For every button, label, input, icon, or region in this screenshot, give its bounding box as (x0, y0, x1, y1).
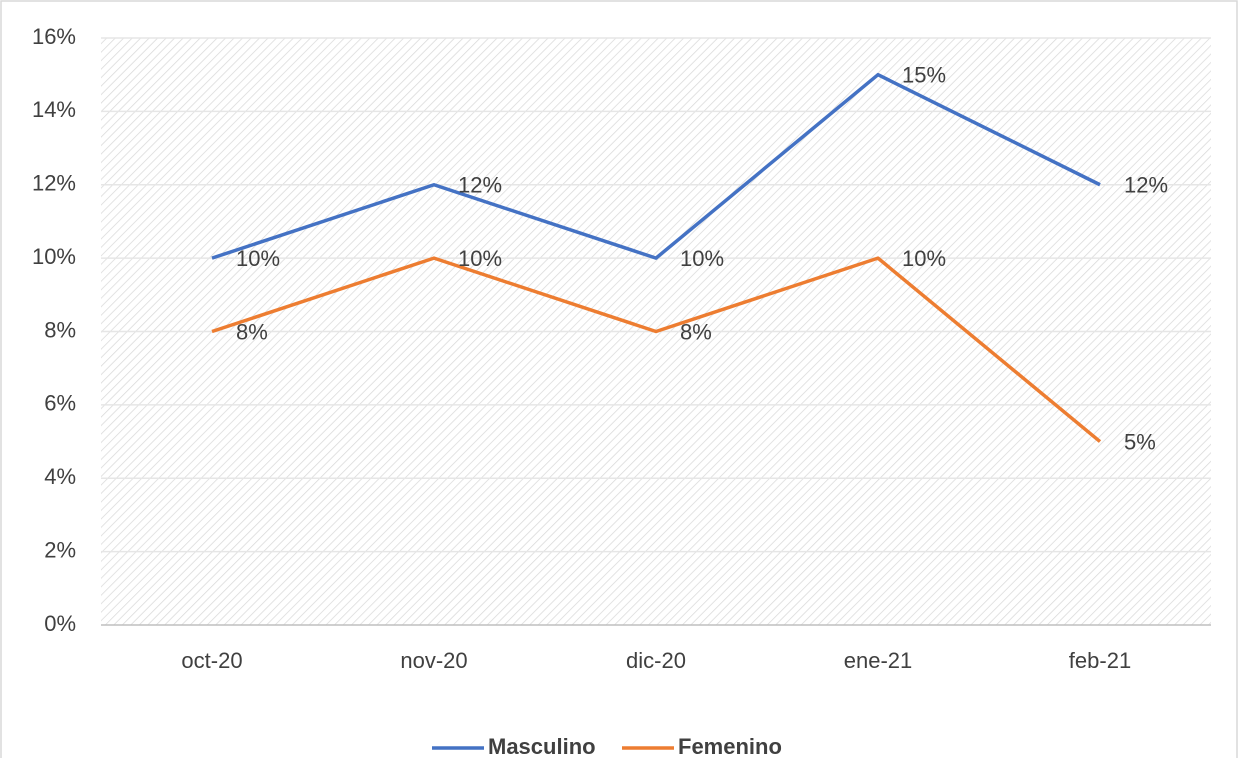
y-tick-label: 4% (44, 464, 76, 489)
y-tick-label: 10% (32, 244, 76, 269)
data-label: 8% (680, 319, 712, 344)
data-label: 10% (680, 246, 724, 271)
legend-text: Masculino (488, 734, 596, 758)
y-tick-label: 12% (32, 171, 76, 196)
x-tick-label: feb-21 (1069, 648, 1131, 673)
x-tick-label: nov-20 (400, 648, 467, 673)
y-tick-label: 14% (32, 97, 76, 122)
legend-text: Femenino (678, 734, 782, 758)
y-tick-label: 16% (32, 24, 76, 49)
data-label: 5% (1124, 429, 1156, 454)
data-label: 8% (236, 319, 268, 344)
series-line (211, 72, 1101, 260)
data-label: 10% (902, 246, 946, 271)
data-label: 15% (902, 63, 946, 88)
x-tick-label: ene-21 (844, 648, 913, 673)
y-tick-label: 6% (44, 391, 76, 416)
y-tick-label: 0% (44, 611, 76, 636)
x-tick-label: oct-20 (181, 648, 242, 673)
data-label: 10% (458, 246, 502, 271)
data-label: 12% (458, 173, 502, 198)
data-label: 10% (236, 246, 280, 271)
x-tick-label: dic-20 (626, 648, 686, 673)
y-tick-label: 2% (44, 537, 76, 562)
y-tick-label: 8% (44, 317, 76, 342)
series-line (211, 256, 1102, 443)
data-label: 12% (1124, 173, 1168, 198)
